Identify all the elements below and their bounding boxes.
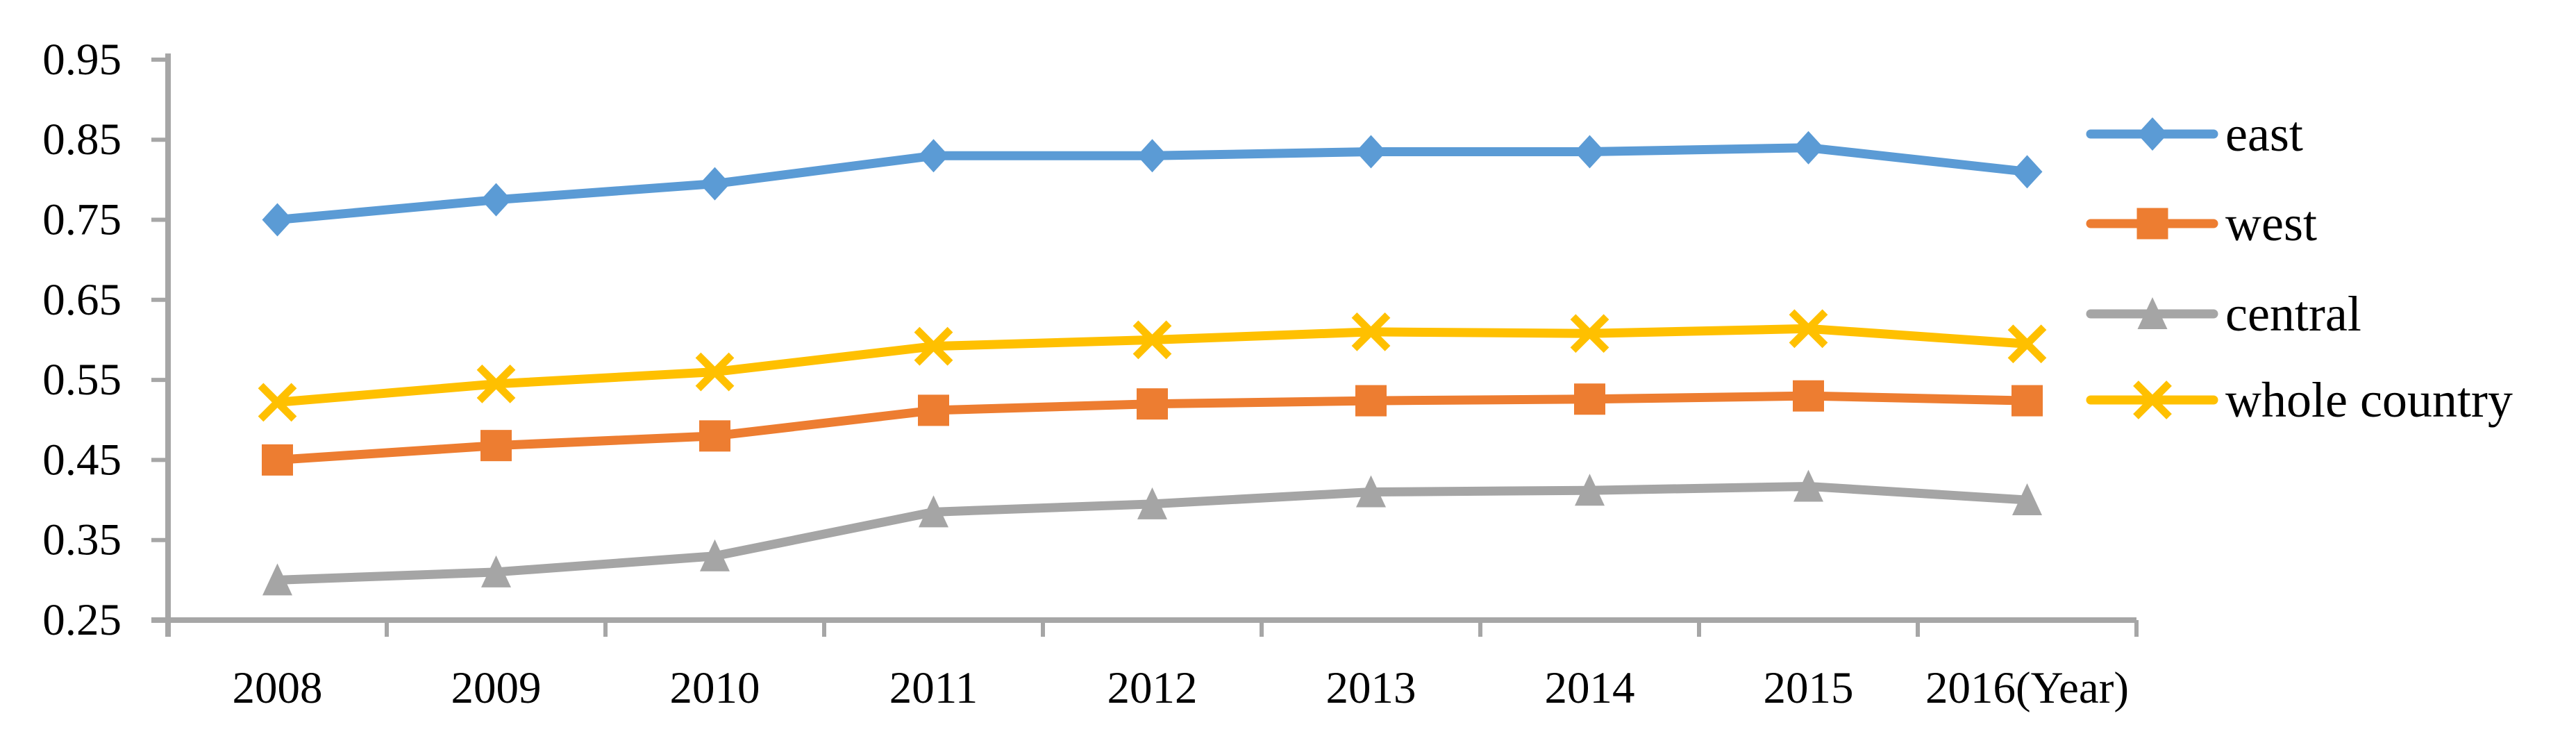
- series-east: [262, 131, 2043, 237]
- y-axis: 0.25 0.35 0.45 0.55 0.65 0.75 0.85 0.95: [42, 35, 171, 645]
- series-whole-country-marker: [2007, 324, 2047, 364]
- x-tick-label: 2015: [1764, 663, 1854, 713]
- x-axis: 2008 2009 2010 2011 2012 2013 2014 2015 2016(Yea…: [151, 617, 2139, 713]
- y-tick-label: 0.25: [42, 595, 122, 645]
- series-whole-country-marker: [1132, 320, 1172, 360]
- series-east-marker: [918, 139, 949, 173]
- series-whole-country-marker: [1570, 314, 1609, 353]
- y-tick-label: 0.95: [42, 35, 122, 85]
- series-east-marker: [699, 167, 730, 201]
- series-east-marker: [262, 203, 293, 237]
- series-west-marker: [1793, 380, 1824, 412]
- series-west-marker: [699, 420, 730, 452]
- x-tick-label: 2016(Year): [1925, 663, 2129, 713]
- series-east-marker: [1137, 139, 1168, 173]
- series-east-marker: [1355, 135, 1387, 169]
- y-tick-label: 0.65: [42, 275, 122, 325]
- series-west-marker: [918, 394, 949, 426]
- series-west-marker: [262, 444, 293, 476]
- legend-label-whole-country: whole country: [2225, 372, 2513, 428]
- series-west-marker: [1137, 388, 1168, 420]
- series-whole-country-marker: [476, 364, 516, 403]
- legend-label-east: east: [2225, 106, 2303, 162]
- series-central-marker: [1137, 487, 1167, 519]
- x-tick-label: 2011: [889, 663, 978, 713]
- legend-key-marker-central: [2137, 297, 2168, 329]
- series-central-marker: [1793, 469, 1823, 502]
- legend: east west central whole country: [2086, 106, 2513, 428]
- legend-item-central: central: [2086, 286, 2361, 342]
- series-west: [262, 380, 2043, 476]
- x-tick-label: 2013: [1326, 663, 1416, 713]
- x-tick-label: 2010: [670, 663, 760, 713]
- series-east-marker: [1793, 131, 1824, 165]
- series-west-marker: [1355, 385, 1387, 417]
- x-tick-label: 2008: [233, 663, 323, 713]
- series-central-marker: [2012, 483, 2042, 516]
- y-tick-label: 0.35: [42, 515, 122, 565]
- y-tick-label: 0.55: [42, 355, 122, 405]
- series-central-marker: [700, 539, 730, 571]
- series-whole-country-marker: [1351, 312, 1391, 351]
- series-west-marker: [480, 430, 512, 462]
- y-tick-label: 0.85: [42, 115, 122, 165]
- series-central: [262, 469, 2042, 596]
- series-whole-country-marker: [914, 326, 953, 366]
- series-whole-country-marker: [1789, 309, 1828, 349]
- series-central-marker: [1575, 474, 1605, 506]
- legend-key-marker-east: [2137, 117, 2168, 151]
- series-east-marker: [480, 183, 512, 217]
- legend-key-marker-west: [2136, 208, 2168, 240]
- legend-key-marker-whole-country: [2133, 381, 2172, 419]
- legend-item-west: west: [2086, 196, 2317, 251]
- series-whole-country-marker: [258, 383, 297, 422]
- series-west-marker: [2012, 385, 2043, 417]
- series-whole-country-marker: [695, 352, 735, 392]
- series-central-marker: [262, 563, 292, 596]
- series-east-marker: [1574, 135, 1605, 169]
- series-east-marker: [2012, 155, 2043, 189]
- legend-label-west: west: [2225, 196, 2317, 251]
- y-tick-label: 0.45: [42, 435, 122, 485]
- legend-item-east: east: [2086, 106, 2303, 162]
- series-central-marker: [919, 495, 948, 528]
- y-tick-label: 0.75: [42, 195, 122, 245]
- series-west-marker: [1574, 383, 1605, 415]
- x-tick-label: 2009: [451, 663, 542, 713]
- x-tick-label: 2014: [1545, 663, 1635, 713]
- legend-label-central: central: [2225, 286, 2361, 342]
- x-tick-label: 2012: [1107, 663, 1198, 713]
- series-central-marker: [1356, 475, 1386, 508]
- series-whole-country: [258, 309, 2047, 422]
- legend-item-whole-country: whole country: [2086, 372, 2513, 428]
- series-central-marker: [481, 555, 511, 587]
